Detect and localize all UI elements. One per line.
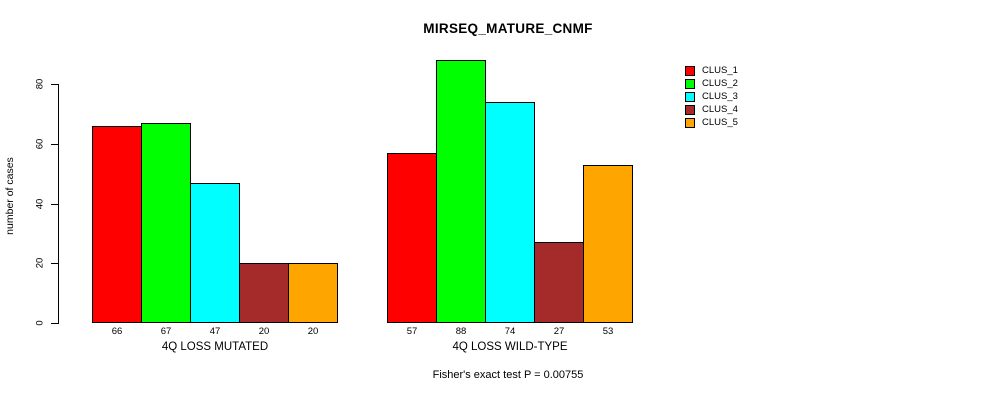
y-tick-label: 40 xyxy=(34,198,46,209)
y-axis-line xyxy=(58,84,59,324)
legend-label: CLUS_4 xyxy=(702,104,738,115)
bar-value-label: 47 xyxy=(209,326,221,337)
bar-value-label: 66 xyxy=(111,326,123,337)
bar-clus_3 xyxy=(190,183,240,323)
group-axis-label: 4Q LOSS MUTATED xyxy=(161,341,269,353)
legend-swatch-clus_3 xyxy=(685,92,695,102)
bar-clus_5 xyxy=(583,165,633,323)
legend-label: CLUS_1 xyxy=(702,65,738,76)
bar-clus_1 xyxy=(387,153,437,323)
bar-clus_2 xyxy=(436,60,486,323)
bar-clus_1 xyxy=(92,126,142,323)
legend-swatch-clus_2 xyxy=(685,79,695,89)
y-tick-label: 60 xyxy=(34,138,46,150)
bar-value-label: 67 xyxy=(160,326,172,337)
y-tick-mark xyxy=(51,84,58,85)
legend-label: CLUS_3 xyxy=(702,91,738,102)
y-tick-label: 0 xyxy=(34,320,46,326)
bar-clus_3 xyxy=(485,102,535,323)
legend-label: CLUS_2 xyxy=(702,78,738,89)
bar-value-label: 27 xyxy=(553,326,565,337)
group-axis-label: 4Q LOSS WILD-TYPE xyxy=(452,341,568,353)
y-tick-mark xyxy=(51,143,58,145)
fisher-test-annotation: Fisher's exact test P = 0.00755 xyxy=(432,369,584,381)
y-tick-label: 20 xyxy=(34,257,46,269)
y-tick-mark xyxy=(51,263,58,265)
bar-clus_4 xyxy=(239,263,289,323)
bar-clus_5 xyxy=(288,263,338,323)
bar-value-label: 57 xyxy=(406,326,418,337)
bar-value-label: 53 xyxy=(602,326,614,337)
bar-value-label: 74 xyxy=(504,326,516,337)
bar-clus_2 xyxy=(141,123,191,323)
y-tick-mark xyxy=(51,203,58,205)
bar-value-label: 88 xyxy=(455,326,467,337)
legend-swatch-clus_4 xyxy=(685,105,695,115)
bar-value-label: 20 xyxy=(307,326,319,337)
legend-label: CLUS_5 xyxy=(702,117,738,128)
chart-title: MIRSEQ_MATURE_CNMF xyxy=(423,21,593,36)
bar-value-label: 20 xyxy=(258,326,270,337)
bar-clus_4 xyxy=(534,242,584,323)
y-tick-label: 80 xyxy=(34,78,46,90)
legend-swatch-clus_5 xyxy=(685,118,695,128)
y-tick-mark xyxy=(51,323,58,324)
legend-swatch-clus_1 xyxy=(685,66,695,76)
y-axis-label: number of cases xyxy=(4,157,16,235)
